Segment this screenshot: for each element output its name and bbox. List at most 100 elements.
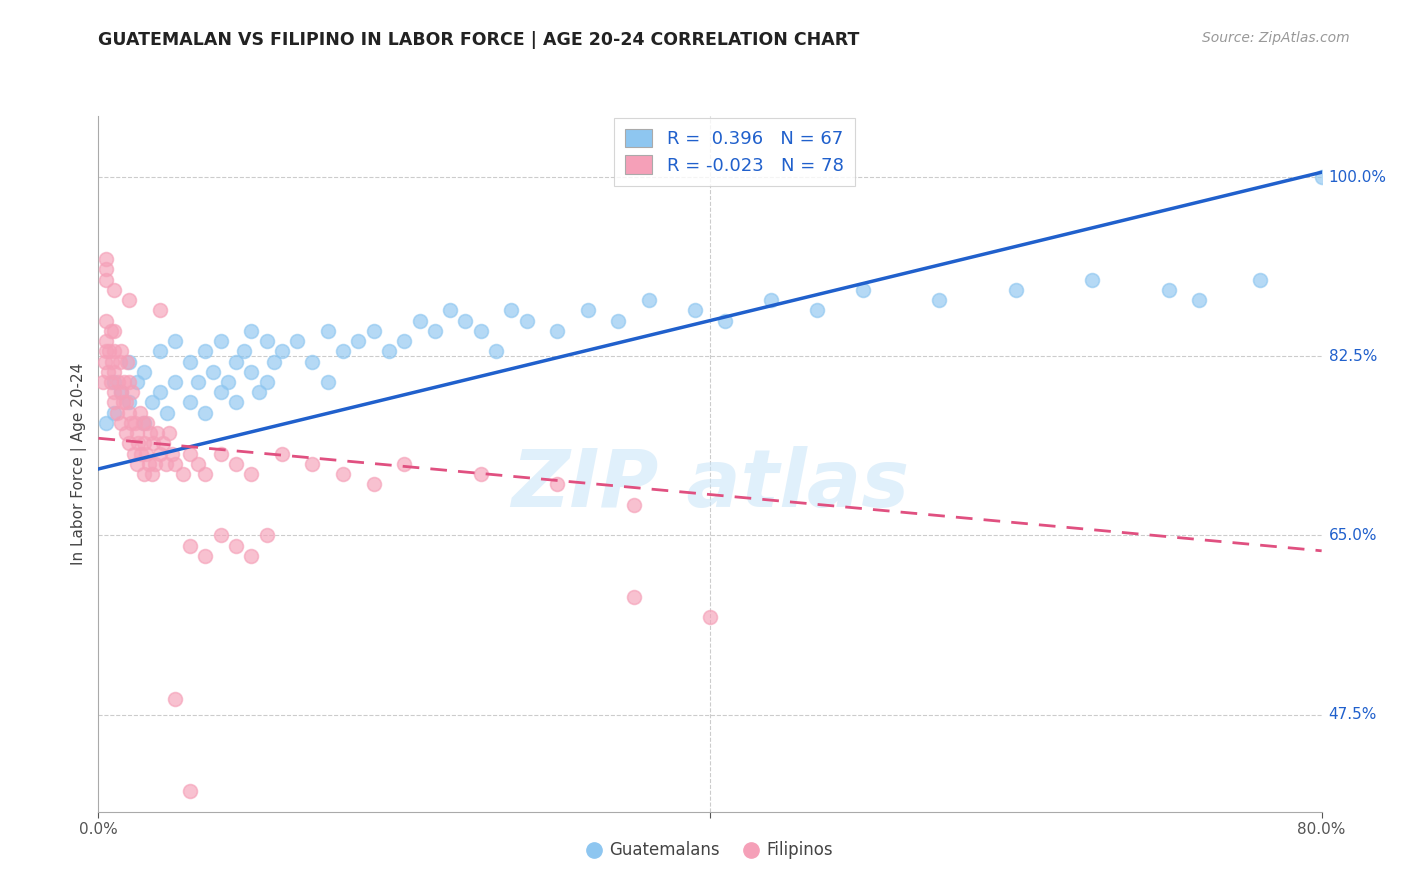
Point xyxy=(806,303,828,318)
Point xyxy=(1004,283,1026,297)
Point xyxy=(470,324,492,338)
Point xyxy=(94,313,117,327)
Point xyxy=(1081,273,1104,287)
Point xyxy=(142,436,165,450)
Point xyxy=(107,375,129,389)
Point xyxy=(93,354,115,368)
Point xyxy=(127,436,149,450)
Point xyxy=(155,457,177,471)
Point xyxy=(179,354,201,368)
Point xyxy=(134,467,156,481)
Point xyxy=(103,375,125,389)
Point xyxy=(202,365,225,379)
Point xyxy=(240,549,263,563)
Point xyxy=(225,354,247,368)
Point xyxy=(103,395,125,409)
Point xyxy=(160,447,183,461)
Point xyxy=(118,436,141,450)
Point xyxy=(363,477,385,491)
Point xyxy=(163,692,186,706)
Point xyxy=(134,416,156,430)
Point xyxy=(347,334,370,348)
Point xyxy=(91,375,114,389)
Point xyxy=(546,477,568,491)
Point xyxy=(143,457,166,471)
Point xyxy=(152,436,174,450)
Point xyxy=(485,344,508,359)
Legend: Guatemalans, Filipinos: Guatemalans, Filipinos xyxy=(581,835,839,866)
Point xyxy=(111,395,134,409)
Point xyxy=(156,406,179,420)
Point xyxy=(121,385,143,400)
Point xyxy=(256,375,278,389)
Y-axis label: In Labor Force | Age 20-24: In Labor Force | Age 20-24 xyxy=(72,363,87,565)
Point xyxy=(94,334,117,348)
Point xyxy=(112,375,135,389)
Point xyxy=(209,334,232,348)
Point xyxy=(285,334,308,348)
Point xyxy=(136,416,159,430)
Point xyxy=(94,416,117,430)
Text: 100.0%: 100.0% xyxy=(1329,169,1386,185)
Point xyxy=(316,375,339,389)
Point xyxy=(1249,273,1271,287)
Point xyxy=(263,354,285,368)
Text: ZIP atlas: ZIP atlas xyxy=(510,446,910,524)
Point xyxy=(103,344,125,359)
Point xyxy=(392,457,416,471)
Point xyxy=(163,457,186,471)
Point xyxy=(129,447,152,461)
Point xyxy=(149,385,172,400)
Point xyxy=(118,406,141,420)
Point xyxy=(683,303,706,318)
Point xyxy=(270,447,292,461)
Point xyxy=(408,313,430,327)
Point xyxy=(1157,283,1180,297)
Point xyxy=(117,354,139,368)
Point xyxy=(122,447,145,461)
Point xyxy=(149,447,172,461)
Point xyxy=(501,303,523,318)
Point xyxy=(225,395,247,409)
Point xyxy=(623,498,645,512)
Point xyxy=(240,467,263,481)
Point xyxy=(301,457,323,471)
Point xyxy=(138,457,160,471)
Point xyxy=(332,467,354,481)
Point xyxy=(97,365,120,379)
Point xyxy=(134,436,156,450)
Point xyxy=(94,273,117,287)
Text: GUATEMALAN VS FILIPINO IN LABOR FORCE | AGE 20-24 CORRELATION CHART: GUATEMALAN VS FILIPINO IN LABOR FORCE | … xyxy=(98,31,860,49)
Point xyxy=(157,426,180,441)
Point xyxy=(94,262,117,277)
Point xyxy=(194,549,217,563)
Point xyxy=(852,283,875,297)
Point xyxy=(470,467,492,481)
Point xyxy=(149,344,172,359)
Point xyxy=(576,303,599,318)
Point xyxy=(179,784,201,798)
Point xyxy=(103,283,125,297)
Point xyxy=(1310,170,1333,185)
Point xyxy=(110,344,132,359)
Point xyxy=(363,324,385,338)
Text: 82.5%: 82.5% xyxy=(1329,349,1376,364)
Point xyxy=(134,365,156,379)
Point xyxy=(100,375,122,389)
Point xyxy=(209,385,232,400)
Point xyxy=(316,324,339,338)
Point xyxy=(187,375,209,389)
Point xyxy=(194,406,217,420)
Point xyxy=(145,426,167,441)
Point xyxy=(100,324,122,338)
Point xyxy=(125,426,148,441)
Point xyxy=(392,334,416,348)
Point xyxy=(141,467,163,481)
Point xyxy=(103,385,125,400)
Point xyxy=(110,385,132,400)
Point xyxy=(94,252,117,267)
Point xyxy=(423,324,446,338)
Point xyxy=(454,313,477,327)
Point xyxy=(139,426,162,441)
Point xyxy=(105,406,128,420)
